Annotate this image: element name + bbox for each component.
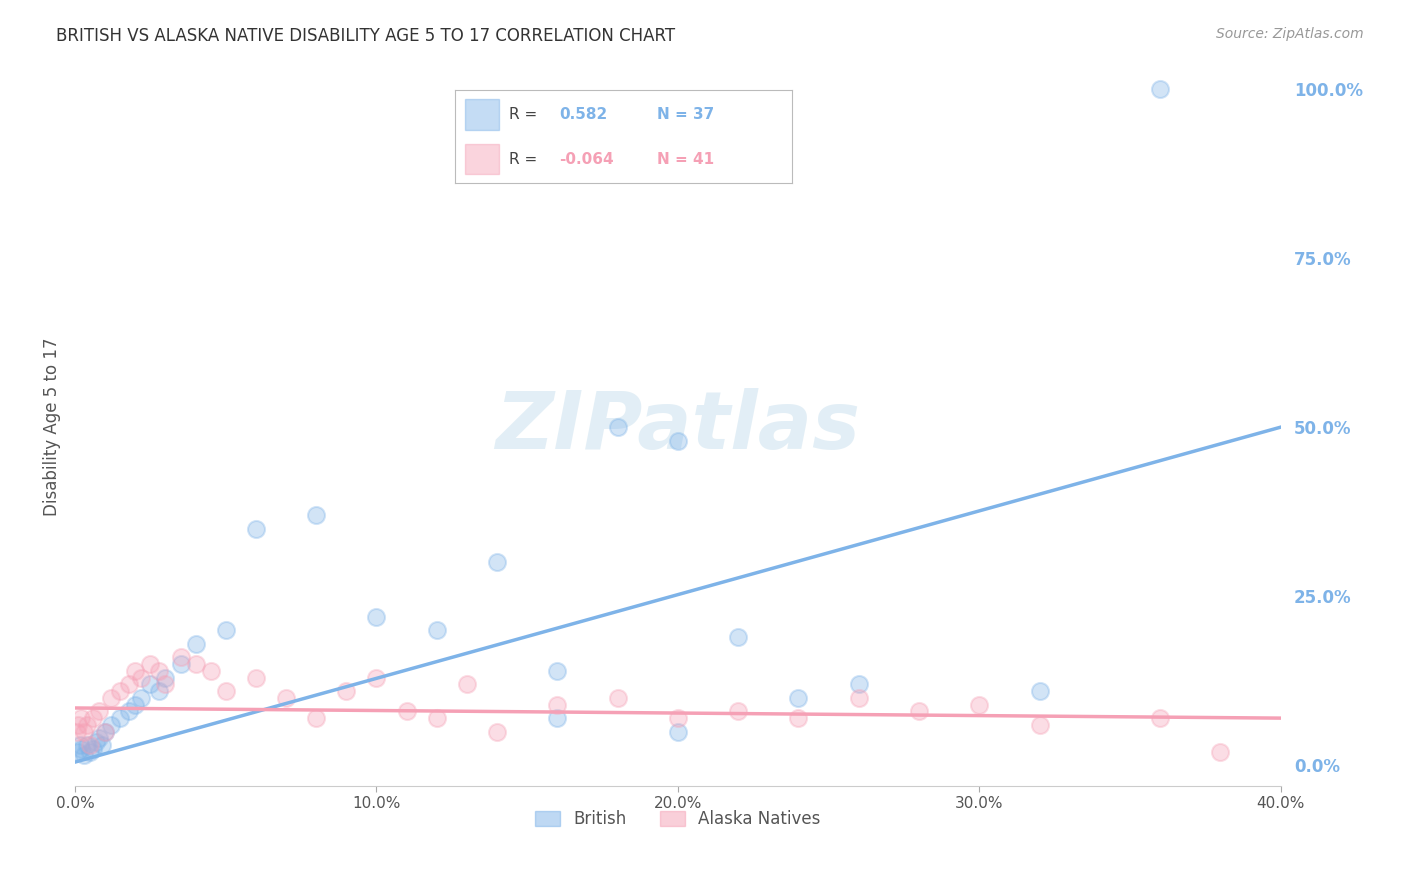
Point [426,711,449,725]
Legend: British, Alaska Natives: British, Alaska Natives [529,804,827,835]
Point [73,724,96,739]
Point [666,724,689,739]
Point [110,684,132,698]
Point [118,677,141,691]
Text: ZIPatlas: ZIPatlas [495,388,860,467]
Point [305,508,328,522]
Point [84,735,107,749]
Point [546,711,568,725]
Point [79,738,101,752]
Point [91,738,114,752]
Point [848,677,870,691]
Point [366,609,388,624]
Point [184,637,207,651]
Point [787,711,810,725]
Point [65,724,87,739]
Point [69,738,91,752]
Point [82,741,104,756]
Point [70,741,93,756]
Point [87,704,110,718]
Point [666,711,689,725]
Point [169,650,191,665]
Point [66,718,89,732]
Point [245,671,267,685]
Point [1028,684,1050,698]
Point [546,664,568,678]
Point [139,657,162,671]
Point [148,664,170,678]
Point [245,522,267,536]
Point [1149,711,1171,725]
Point [73,748,96,763]
Point [184,657,207,671]
Point [124,698,146,712]
Point [727,704,749,718]
Point [1149,82,1171,96]
Point [546,698,568,712]
Point [456,677,478,691]
Point [100,690,122,705]
Point [727,630,749,644]
Point [87,731,110,746]
Point [79,745,101,759]
Point [967,698,990,712]
Point [118,704,141,718]
Point [66,745,89,759]
Point [110,711,132,725]
Point [200,664,222,678]
Point [139,677,162,691]
Point [215,684,238,698]
Point [485,724,508,739]
Point [366,671,388,685]
Point [787,690,810,705]
Point [274,690,297,705]
Point [908,704,931,718]
Point [70,711,93,725]
Point [606,420,628,434]
Point [215,623,238,637]
Point [94,724,117,739]
Y-axis label: Disability Age 5 to 17: Disability Age 5 to 17 [44,338,60,516]
Point [94,724,117,739]
Point [155,671,177,685]
Point [395,704,418,718]
Point [305,711,328,725]
Point [131,671,153,685]
Point [1209,745,1232,759]
Point [82,711,104,725]
Point [666,434,689,448]
Text: Source: ZipAtlas.com: Source: ZipAtlas.com [1216,27,1364,41]
Point [131,690,153,705]
Point [606,690,628,705]
Point [169,657,191,671]
Point [155,677,177,691]
Point [148,684,170,698]
Point [426,623,449,637]
Point [100,718,122,732]
Point [76,738,98,752]
Point [76,718,98,732]
Point [124,664,146,678]
Point [335,684,357,698]
Text: BRITISH VS ALASKA NATIVE DISABILITY AGE 5 TO 17 CORRELATION CHART: BRITISH VS ALASKA NATIVE DISABILITY AGE … [56,27,675,45]
Point [848,690,870,705]
Point [1028,718,1050,732]
Point [485,556,508,570]
